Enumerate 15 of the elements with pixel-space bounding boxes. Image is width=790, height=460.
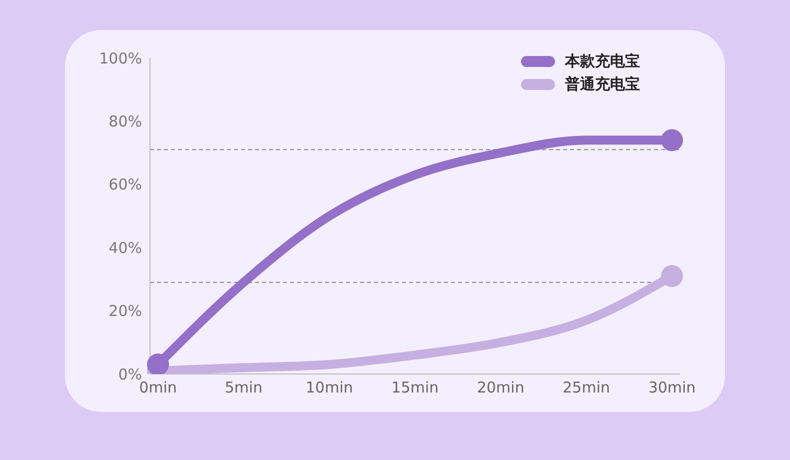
legend-label: 普通充电宝 [565, 75, 640, 94]
x-tick-label: 10min [306, 378, 354, 397]
x-tick-label: 5min [224, 378, 263, 397]
y-tick-label: 80% [108, 112, 142, 131]
y-tick-label: 100% [99, 49, 142, 68]
x-tick-label: 15min [391, 378, 439, 397]
x-tick-label: 0min [139, 378, 177, 397]
y-tick-label: 20% [108, 302, 142, 320]
y-tick-label: 40% [108, 238, 142, 257]
x-tick-label: 30min [648, 378, 696, 397]
x-tick-label: 25min [562, 378, 610, 397]
legend-label: 本款充电宝 [565, 52, 640, 71]
y-tick-label: 60% [108, 176, 142, 194]
x-tick-label: 20min [476, 378, 524, 397]
y-tick-label: 0% [118, 365, 142, 384]
